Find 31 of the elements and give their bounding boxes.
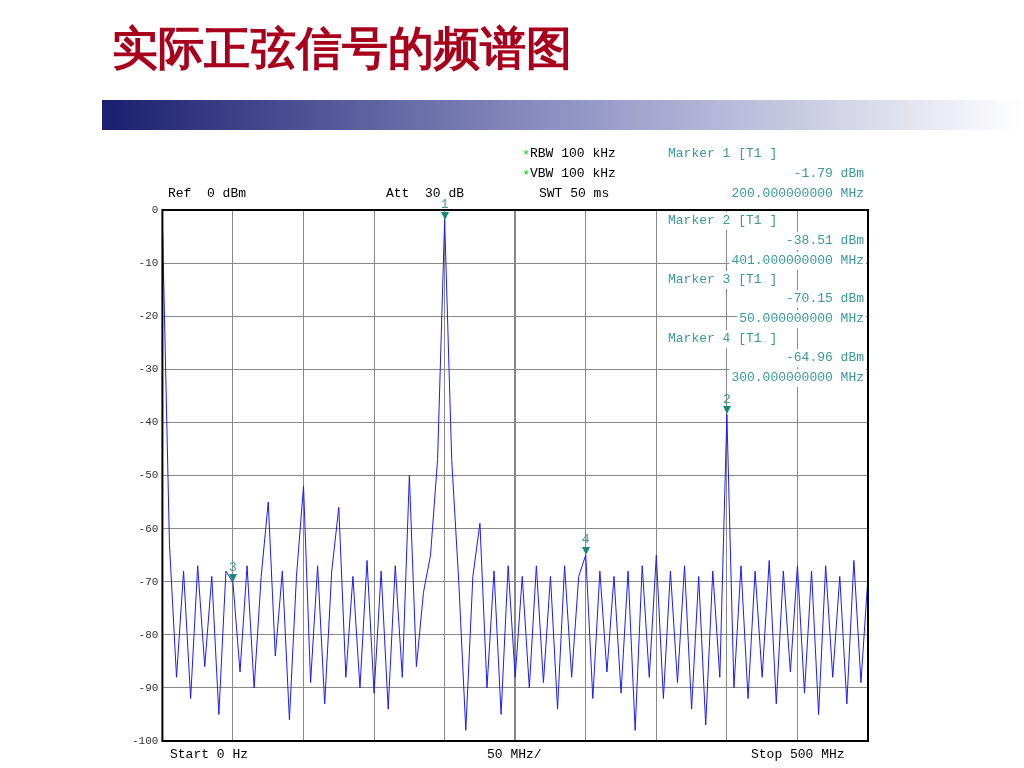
annotation: Marker 3 [T1 ] <box>668 272 778 288</box>
y-tick-label: -40 <box>138 416 159 429</box>
text: 50 MHz/ <box>487 747 542 763</box>
text: *RBW 100 kHz <box>522 146 616 164</box>
annotation: -70.15 dBm <box>785 291 865 307</box>
annotation: 300.000000000 MHz <box>731 370 864 386</box>
text: Start 0 Hz <box>170 747 249 763</box>
y-tick-label: -90 <box>138 681 159 694</box>
text: SWT 50 ms <box>539 186 610 202</box>
y-tick-label: 0 <box>151 203 159 216</box>
annotation: -64.96 dBm <box>785 350 865 366</box>
y-tick-label: -50 <box>138 469 159 482</box>
annotation: -38.51 dBm <box>785 233 865 249</box>
annotation: 50.000000000 MHz <box>739 311 864 327</box>
y-tick-label: -80 <box>138 628 159 641</box>
text: Stop 500 MHz <box>751 747 845 763</box>
text: 200.000000000 MHz <box>731 186 864 202</box>
annotation: 401.000000000 MHz <box>731 253 864 269</box>
chart-title: 实际正弦信号的频谱图 <box>112 20 572 77</box>
annotation: Marker 2 [T1 ] <box>668 213 778 229</box>
y-tick-label: -60 <box>138 522 159 535</box>
text: *VBW 100 kHz <box>522 166 616 184</box>
y-tick-label: -100 <box>132 734 159 747</box>
y-tick-label: -20 <box>138 310 159 323</box>
y-tick-label: -10 <box>138 257 159 270</box>
y-tick-label: -30 <box>138 363 159 376</box>
text: Ref 0 dBm <box>168 186 247 202</box>
y-tick-label: -70 <box>138 575 159 588</box>
text: -1.79 dBm <box>793 166 865 182</box>
text: Marker 1 [T1 ] <box>668 146 778 162</box>
annotation: Marker 4 [T1 ] <box>668 331 778 347</box>
